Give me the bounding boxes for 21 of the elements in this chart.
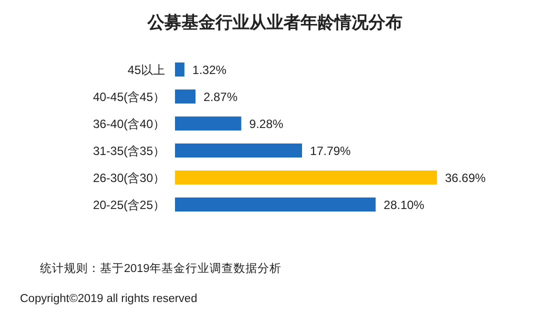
text: 统计规则：基于2019年基金行业调查数据分析 [40, 261, 282, 275]
y-tick-label: 36-40(含40） [92, 117, 165, 131]
y-tick-label: 26-30(含30） [92, 171, 165, 185]
bar [175, 62, 184, 76]
y-tick-label: 45以上 [128, 63, 165, 77]
chart-title: 公募基金行业从业者年龄情况分布 [146, 13, 402, 32]
data-label: 1.32% [192, 63, 227, 77]
data-label: 36.69% [445, 171, 486, 185]
bar [175, 170, 437, 184]
data-label: 17.79% [310, 144, 352, 158]
y-tick-label: 40-45(含45） [92, 90, 165, 104]
bar [175, 90, 196, 104]
data-label: 28.10% [384, 198, 425, 212]
bar [175, 144, 302, 158]
y-tick-label: 20-25(含25） [92, 198, 165, 212]
data-label: 9.28% [249, 117, 284, 131]
y-tick-label: 31-35(含35） [92, 144, 165, 158]
text: Copyright©2019 all rights reserved [20, 293, 198, 305]
bar [175, 116, 242, 130]
data-label: 2.87% [203, 90, 238, 104]
bar [175, 198, 376, 212]
